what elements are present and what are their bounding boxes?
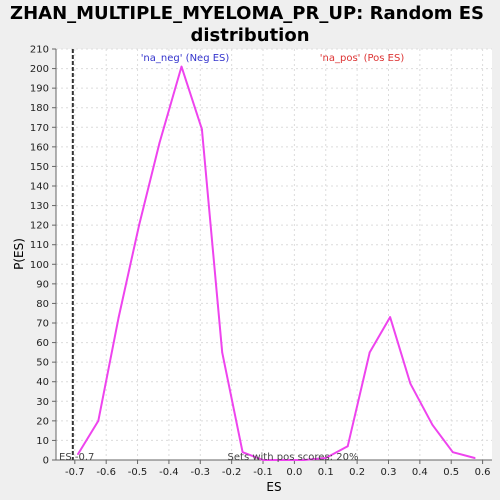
x-axis-label: ES [266,480,281,494]
data-point [473,457,476,459]
y-tick-label: 70 [36,319,49,330]
data-point [324,457,327,459]
data-point [346,445,349,448]
x-tick-label: 0.0 [286,467,302,478]
neg-es-label: 'na_neg' (Neg ES) [141,53,230,64]
x-tick-label: 0.2 [349,467,365,478]
chart-title-line-2: distribution [190,25,309,46]
y-tick-label: 180 [30,103,49,114]
data-point [409,382,412,385]
pos-es-label: 'na_pos' (Pos ES) [320,53,405,64]
y-tick-label: 20 [36,416,49,427]
x-tick-label: -0.7 [65,467,85,478]
data-point [158,142,161,144]
x-tick-label: -0.3 [191,467,211,478]
data-point [389,316,391,319]
y-tick-label: 170 [30,123,49,134]
data-point [262,459,264,461]
x-tick-label: 0.5 [443,467,459,478]
series-layer [77,65,476,461]
y-tick-label: 30 [36,397,49,408]
y-tick-label: 190 [30,84,49,95]
x-tick-label: -0.6 [96,467,116,478]
data-point [97,419,100,422]
y-tick-label: 210 [30,45,49,56]
y-tick-label: 130 [30,201,49,212]
y-tick-label: 0 [43,456,49,467]
x-tick-label: -0.2 [222,467,242,478]
data-point [200,128,203,131]
y-tick-label: 120 [30,221,49,232]
x-tick-label: 0.3 [381,467,397,478]
y-tick-label: 140 [30,182,49,193]
series-line-0 [77,65,475,461]
es-value-label: ES -0.7 [59,452,94,463]
data-point [368,351,371,354]
y-tick-label: 10 [36,436,49,447]
plot-area [56,49,492,460]
data-point [138,224,141,227]
x-tick-label: -0.1 [253,467,273,478]
data-point [302,459,305,461]
chart-title-line-1: ZHAN_MULTIPLE_MYELOMA_PR_UP: Random ES [10,3,484,24]
y-tick-label: 150 [30,162,49,173]
pos-scores-label: Sets with pos scores: 20% [228,452,359,463]
x-tick-label: 0.6 [475,467,491,478]
annotations-layer: 'na_neg' (Neg ES) 'na_pos' (Pos ES) ES -0.… [59,49,404,463]
axes: 0 10 20 30 40 50 60 70 80 90 100 110 120 130 140 150 160… [30,45,492,478]
y-tick-label: 90 [36,279,49,290]
data-point [77,453,79,456]
y-tick-label: 60 [36,338,49,349]
y-tick-label: 200 [30,64,49,75]
data-point [282,459,285,461]
grid [56,48,492,461]
data-point [431,423,434,426]
x-tick-label: -0.4 [159,467,179,478]
x-tick-label: 0.1 [318,467,334,478]
y-tick-label: 50 [36,358,49,369]
y-tick-label: 80 [36,299,49,310]
y-axis-label: P(ES) [12,238,26,270]
y-tick-label: 100 [30,260,49,271]
data-point [241,451,244,454]
data-point [117,316,120,319]
data-point [451,451,454,454]
y-tick-label: 40 [36,377,49,388]
y-tick-label: 160 [30,142,49,153]
data-point [221,351,224,354]
y-tick-label: 110 [30,240,49,251]
data-point [180,65,183,68]
x-tick-label: -0.5 [128,467,148,478]
x-tick-label: 0.4 [412,467,428,478]
